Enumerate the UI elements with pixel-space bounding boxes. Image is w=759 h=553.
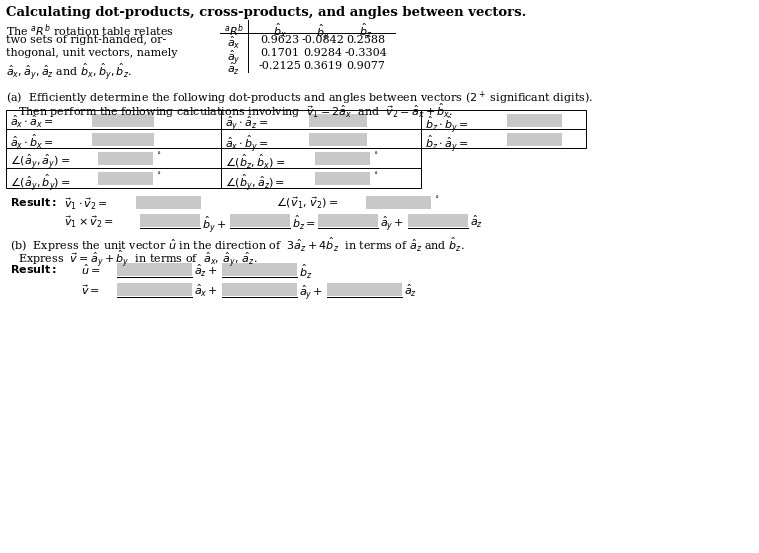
Text: $^\circ$: $^\circ$ [372,171,379,180]
Text: 0.2588: 0.2588 [346,35,386,45]
Text: 0.9077: 0.9077 [347,61,386,71]
Text: $\hat{a}_y \cdot \hat{a}_z =$: $\hat{a}_y \cdot \hat{a}_z =$ [225,114,269,133]
Bar [222,283,297,296]
Bar [140,214,200,227]
Bar [98,152,153,165]
Text: $\angle(\hat{a}_y, \hat{b}_y) =$: $\angle(\hat{a}_y, \hat{b}_y) =$ [10,172,71,193]
Text: -0.2125: -0.2125 [259,61,301,71]
Text: $\hat{b}_y +$: $\hat{b}_y +$ [202,214,226,235]
Bar [230,214,290,227]
Bar [6,110,586,148]
Bar [309,114,367,127]
Text: $^\circ$: $^\circ$ [155,171,162,180]
Text: Calculating dot-products, cross-products, and angles between vectors.: Calculating dot-products, cross-products… [6,6,527,19]
Text: $\hat{a}_z$: $\hat{a}_z$ [470,214,483,230]
Text: $\hat{b}_z \cdot \hat{a}_y =$: $\hat{b}_z \cdot \hat{a}_y =$ [425,133,468,154]
Bar [315,172,370,185]
Text: $\angle(\vec{v}_1,\,\vec{v}_2) =$: $\angle(\vec{v}_1,\,\vec{v}_2) =$ [276,196,339,211]
Text: $^\circ$: $^\circ$ [433,195,439,204]
Text: $\hat{b}_z \cdot \hat{b}_y =$: $\hat{b}_z \cdot \hat{b}_y =$ [425,114,469,135]
Text: $\hat{a}_x$: $\hat{a}_x$ [227,35,241,51]
Text: $\mathbf{Result:}$: $\mathbf{Result:}$ [10,263,57,275]
Bar [117,283,192,296]
Bar [309,133,367,146]
Text: $\vec{v}_1 \times \vec{v}_2 =$: $\vec{v}_1 \times \vec{v}_2 =$ [64,214,114,229]
Bar [117,263,192,276]
Text: $\hat{a}_x \cdot \hat{a}_x =$: $\hat{a}_x \cdot \hat{a}_x =$ [10,114,54,130]
Bar [92,114,154,127]
Text: $\hat{b}_z$: $\hat{b}_z$ [299,263,313,281]
Text: (a)  Efficiently determine the following dot-products and angles between vectors: (a) Efficiently determine the following … [6,90,593,107]
Text: $\hat{a}_y +$: $\hat{a}_y +$ [380,214,404,233]
Text: 0.9623: 0.9623 [260,35,300,45]
Bar [136,196,201,209]
Bar [6,148,421,188]
Text: $\hat{b}_z$: $\hat{b}_z$ [359,22,373,40]
Text: thogonal, unit vectors, namely: thogonal, unit vectors, namely [6,48,178,58]
Text: $\hat{b}_y$: $\hat{b}_y$ [316,22,330,43]
Bar [98,172,153,185]
Text: $\hat{a}_x \cdot \hat{b}_x =$: $\hat{a}_x \cdot \hat{b}_x =$ [10,133,54,151]
Text: $\angle(\hat{a}_y, \hat{a}_y) =$: $\angle(\hat{a}_y, \hat{a}_y) =$ [10,152,71,171]
Text: $\vec{v}_1 \cdot \vec{v}_2 =$: $\vec{v}_1 \cdot \vec{v}_2 =$ [64,196,108,212]
Text: (b)  Express the unit vector $\hat{u}$ in the direction of  $3\hat{a}_z + 4\hat{: (b) Express the unit vector $\hat{u}$ in… [10,236,465,254]
Text: $\angle(\hat{b}_y, \hat{a}_z) =$: $\angle(\hat{b}_y, \hat{a}_z) =$ [225,172,285,193]
Bar [92,133,154,146]
Text: $\hat{a}_y +$: $\hat{a}_y +$ [299,283,323,302]
Text: $\vec{v} =$: $\vec{v} =$ [81,283,100,297]
Text: -0.0842: -0.0842 [301,35,345,45]
Bar [222,263,297,276]
Text: $\hat{a}_x \cdot \hat{b}_y =$: $\hat{a}_x \cdot \hat{b}_y =$ [225,133,269,154]
Text: $\angle(\hat{b}_z, \hat{b}_x) =$: $\angle(\hat{b}_z, \hat{b}_x) =$ [225,152,285,170]
Text: $\hat{a}_z$: $\hat{a}_z$ [228,61,241,77]
Text: $^\circ$: $^\circ$ [372,151,379,160]
Text: 0.9284: 0.9284 [304,48,342,58]
Text: Then perform the following calculations involving  $\vec{v}_1 = 2\hat{a}_x$  and: Then perform the following calculations … [18,102,453,121]
Text: $\hat{a}_z +$: $\hat{a}_z +$ [194,263,218,279]
Bar [507,133,562,146]
Text: The ${}^aR^b$ rotation table relates: The ${}^aR^b$ rotation table relates [6,22,174,39]
Bar [408,214,468,227]
Text: $\hat{b}_x$: $\hat{b}_x$ [273,22,287,40]
Text: $\hat{a}_z$: $\hat{a}_z$ [404,283,417,299]
Bar [315,152,370,165]
Text: $\hat{u} =$: $\hat{u} =$ [81,263,100,278]
Text: $\hat{a}_x, \hat{a}_y, \hat{a}_z$ and $\hat{b}_x, \hat{b}_y, \hat{b}_z$.: $\hat{a}_x, \hat{a}_y, \hat{a}_z$ and $\… [6,61,132,82]
Text: Express  $\vec{v} = \hat{a}_y + \hat{b}_y$  in terms of  $\hat{a}_x,\, \hat{a}_y: Express $\vec{v} = \hat{a}_y + \hat{b}_y… [18,248,257,269]
Bar [366,196,431,209]
Bar [318,214,378,227]
Text: $\mathbf{Result:}$: $\mathbf{Result:}$ [10,196,57,208]
Text: -0.3304: -0.3304 [345,48,387,58]
Text: 0.1701: 0.1701 [260,48,300,58]
Text: two sets of right-handed, or-: two sets of right-handed, or- [6,35,166,45]
Text: 0.3619: 0.3619 [304,61,342,71]
Bar [507,114,562,127]
Text: ${}^aR^b$: ${}^aR^b$ [224,22,244,39]
Text: $\hat{b}_z =$: $\hat{b}_z =$ [292,214,316,232]
Bar [327,283,402,296]
Text: $^\circ$: $^\circ$ [155,151,162,160]
Text: $\hat{a}_y$: $\hat{a}_y$ [227,48,241,67]
Text: $\hat{a}_x +$: $\hat{a}_x +$ [194,283,218,299]
